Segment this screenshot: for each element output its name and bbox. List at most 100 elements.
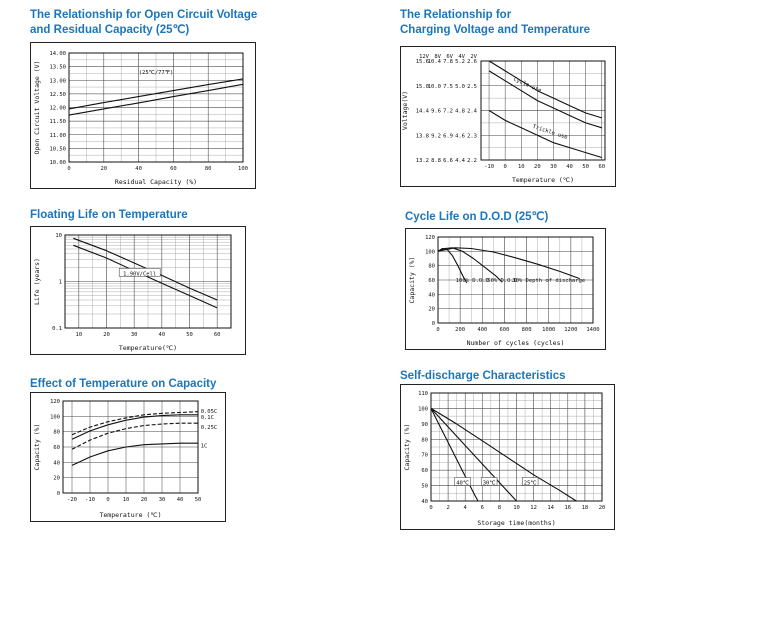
svg-text:100: 100 — [238, 166, 248, 172]
svg-text:6.6: 6.6 — [443, 158, 453, 164]
svg-text:20: 20 — [141, 497, 148, 503]
svg-text:100: 100 — [425, 249, 435, 255]
svg-text:11.00: 11.00 — [49, 133, 66, 139]
svg-text:13.2: 13.2 — [416, 158, 429, 164]
svg-text:100: 100 — [50, 414, 60, 420]
svg-text:40: 40 — [177, 497, 184, 503]
svg-text:2.3: 2.3 — [467, 133, 477, 139]
svg-text:18: 18 — [582, 505, 589, 511]
svg-text:0: 0 — [57, 491, 60, 497]
svg-text:2.6: 2.6 — [467, 59, 477, 65]
svg-text:30% Depth of discharge: 30% Depth of discharge — [512, 278, 585, 284]
svg-text:12.50: 12.50 — [49, 92, 66, 98]
chart-temperature-capacity-box: -20 -10 0 10 20 30 40 50 0 20 40 60 80 100 120 Temperat… — [30, 392, 226, 522]
svg-text:0: 0 — [106, 497, 109, 503]
svg-text:Capacity (%): Capacity (%) — [408, 257, 416, 304]
svg-text:6: 6 — [481, 505, 484, 511]
svg-text:20: 20 — [599, 505, 606, 511]
svg-text:16: 16 — [564, 505, 571, 511]
svg-text:50% D.O.D: 50% D.O.D — [487, 278, 517, 284]
svg-text:80: 80 — [205, 166, 212, 172]
title-line: Floating Life on Temperature — [30, 209, 188, 221]
svg-text:0: 0 — [432, 321, 435, 327]
svg-text:8V: 8V — [434, 54, 441, 60]
svg-text:60: 60 — [428, 278, 435, 284]
svg-text:800: 800 — [522, 327, 532, 333]
svg-text:100% D.O.D: 100% D.O.D — [456, 278, 489, 284]
svg-text:Open Circuit Voltage (V): Open Circuit Voltage (V) — [33, 61, 41, 155]
svg-text:40: 40 — [428, 292, 435, 298]
svg-text:25℃: 25℃ — [524, 480, 538, 486]
open-circuit-voltage-plot: 0 20 40 60 80 100 10.00 10.50 11.00 11.50 12.00 12.… — [33, 51, 248, 186]
svg-text:60: 60 — [53, 445, 60, 451]
svg-text:10: 10 — [123, 497, 130, 503]
svg-text:40: 40 — [53, 460, 60, 466]
svg-text:1.90V/Cell: 1.90V/Cell — [123, 271, 156, 277]
svg-text:6.9: 6.9 — [443, 133, 453, 139]
svg-text:15.6: 15.6 — [416, 59, 429, 65]
svg-text:0.25C: 0.25C — [201, 425, 218, 431]
svg-text:120: 120 — [50, 399, 60, 405]
svg-text:8: 8 — [498, 505, 501, 511]
chart-title-cycle-life: Cycle Life on D.O.D (25℃) — [405, 210, 548, 225]
svg-text:-10: -10 — [484, 164, 494, 170]
svg-text:0: 0 — [67, 166, 70, 172]
svg-text:20: 20 — [100, 166, 107, 172]
svg-text:30: 30 — [550, 164, 557, 170]
svg-text:80: 80 — [421, 437, 428, 443]
svg-text:9.6: 9.6 — [431, 109, 441, 115]
svg-text:1: 1 — [59, 280, 62, 286]
svg-text:Voltage(V): Voltage(V) — [401, 91, 409, 130]
svg-text:Capacity (%): Capacity (%) — [403, 424, 411, 471]
svg-text:2.4: 2.4 — [467, 109, 478, 115]
svg-text:15.0: 15.0 — [416, 84, 429, 90]
svg-text:7.5: 7.5 — [443, 84, 453, 90]
svg-text:20: 20 — [428, 307, 435, 313]
svg-text:-10: -10 — [85, 497, 95, 503]
svg-text:4: 4 — [464, 505, 468, 511]
svg-text:12.00: 12.00 — [49, 106, 66, 112]
svg-text:14: 14 — [547, 505, 554, 511]
svg-text:40: 40 — [135, 166, 142, 172]
svg-text:13.50: 13.50 — [49, 65, 66, 71]
svg-text:Number of cycles (cycles): Number of cycles (cycles) — [467, 339, 565, 347]
svg-text:100: 100 — [418, 406, 428, 412]
svg-text:Capacity (%): Capacity (%) — [33, 424, 41, 471]
svg-text:20: 20 — [103, 332, 110, 338]
svg-text:10: 10 — [76, 332, 83, 338]
svg-text:30: 30 — [131, 332, 138, 338]
svg-text:60: 60 — [214, 332, 221, 338]
svg-text:10.00: 10.00 — [49, 160, 66, 166]
title-line: and Residual Capacity (25℃) — [30, 24, 190, 36]
svg-text:11.50: 11.50 — [49, 119, 66, 125]
svg-text:40: 40 — [421, 499, 428, 505]
svg-text:4V: 4V — [458, 54, 465, 60]
svg-text:30: 30 — [159, 497, 166, 503]
title-line: Cycle Life on D.O.D (25℃) — [405, 211, 549, 223]
svg-text:1000: 1000 — [542, 327, 555, 333]
svg-text:80: 80 — [428, 264, 435, 270]
svg-text:60: 60 — [421, 468, 428, 474]
svg-text:120: 120 — [425, 235, 435, 241]
svg-text:1200: 1200 — [564, 327, 577, 333]
title-line: Charging Voltage and Temperature — [400, 24, 590, 36]
svg-text:40℃: 40℃ — [456, 480, 470, 486]
temperature-capacity-plot: -20 -10 0 10 20 30 40 50 0 20 40 60 80 100 120 Temperat… — [33, 399, 218, 519]
svg-text:2.5: 2.5 — [467, 84, 477, 90]
svg-text:12: 12 — [530, 505, 537, 511]
svg-text:14.4: 14.4 — [416, 109, 430, 115]
floating-life-plot: 10 20 30 40 50 60 0.1 1 10 Temperature(℃) Life (ye… — [33, 233, 232, 352]
cycle-life-plot: 0 200 400 600 800 1000 1200 1400 0 20 40 60 80 100 120… — [408, 235, 600, 347]
chart-charging-voltage-box: -10 0 10 20 30 40 50 60 12V 8V 6V 4V 2V 15.6 10.4 7.8 5.… — [400, 46, 616, 187]
svg-text:-20: -20 — [67, 497, 77, 503]
svg-text:0.1C: 0.1C — [201, 415, 214, 421]
svg-text:10.50: 10.50 — [49, 146, 66, 152]
svg-text:4.6: 4.6 — [455, 133, 465, 139]
svg-text:7.2: 7.2 — [443, 109, 453, 115]
svg-text:60: 60 — [170, 166, 177, 172]
svg-text:Temperature (℃): Temperature (℃) — [512, 176, 574, 184]
chart-title-floating-life: Floating Life on Temperature — [30, 208, 188, 223]
svg-text:Temperature(℃): Temperature(℃) — [119, 344, 177, 352]
